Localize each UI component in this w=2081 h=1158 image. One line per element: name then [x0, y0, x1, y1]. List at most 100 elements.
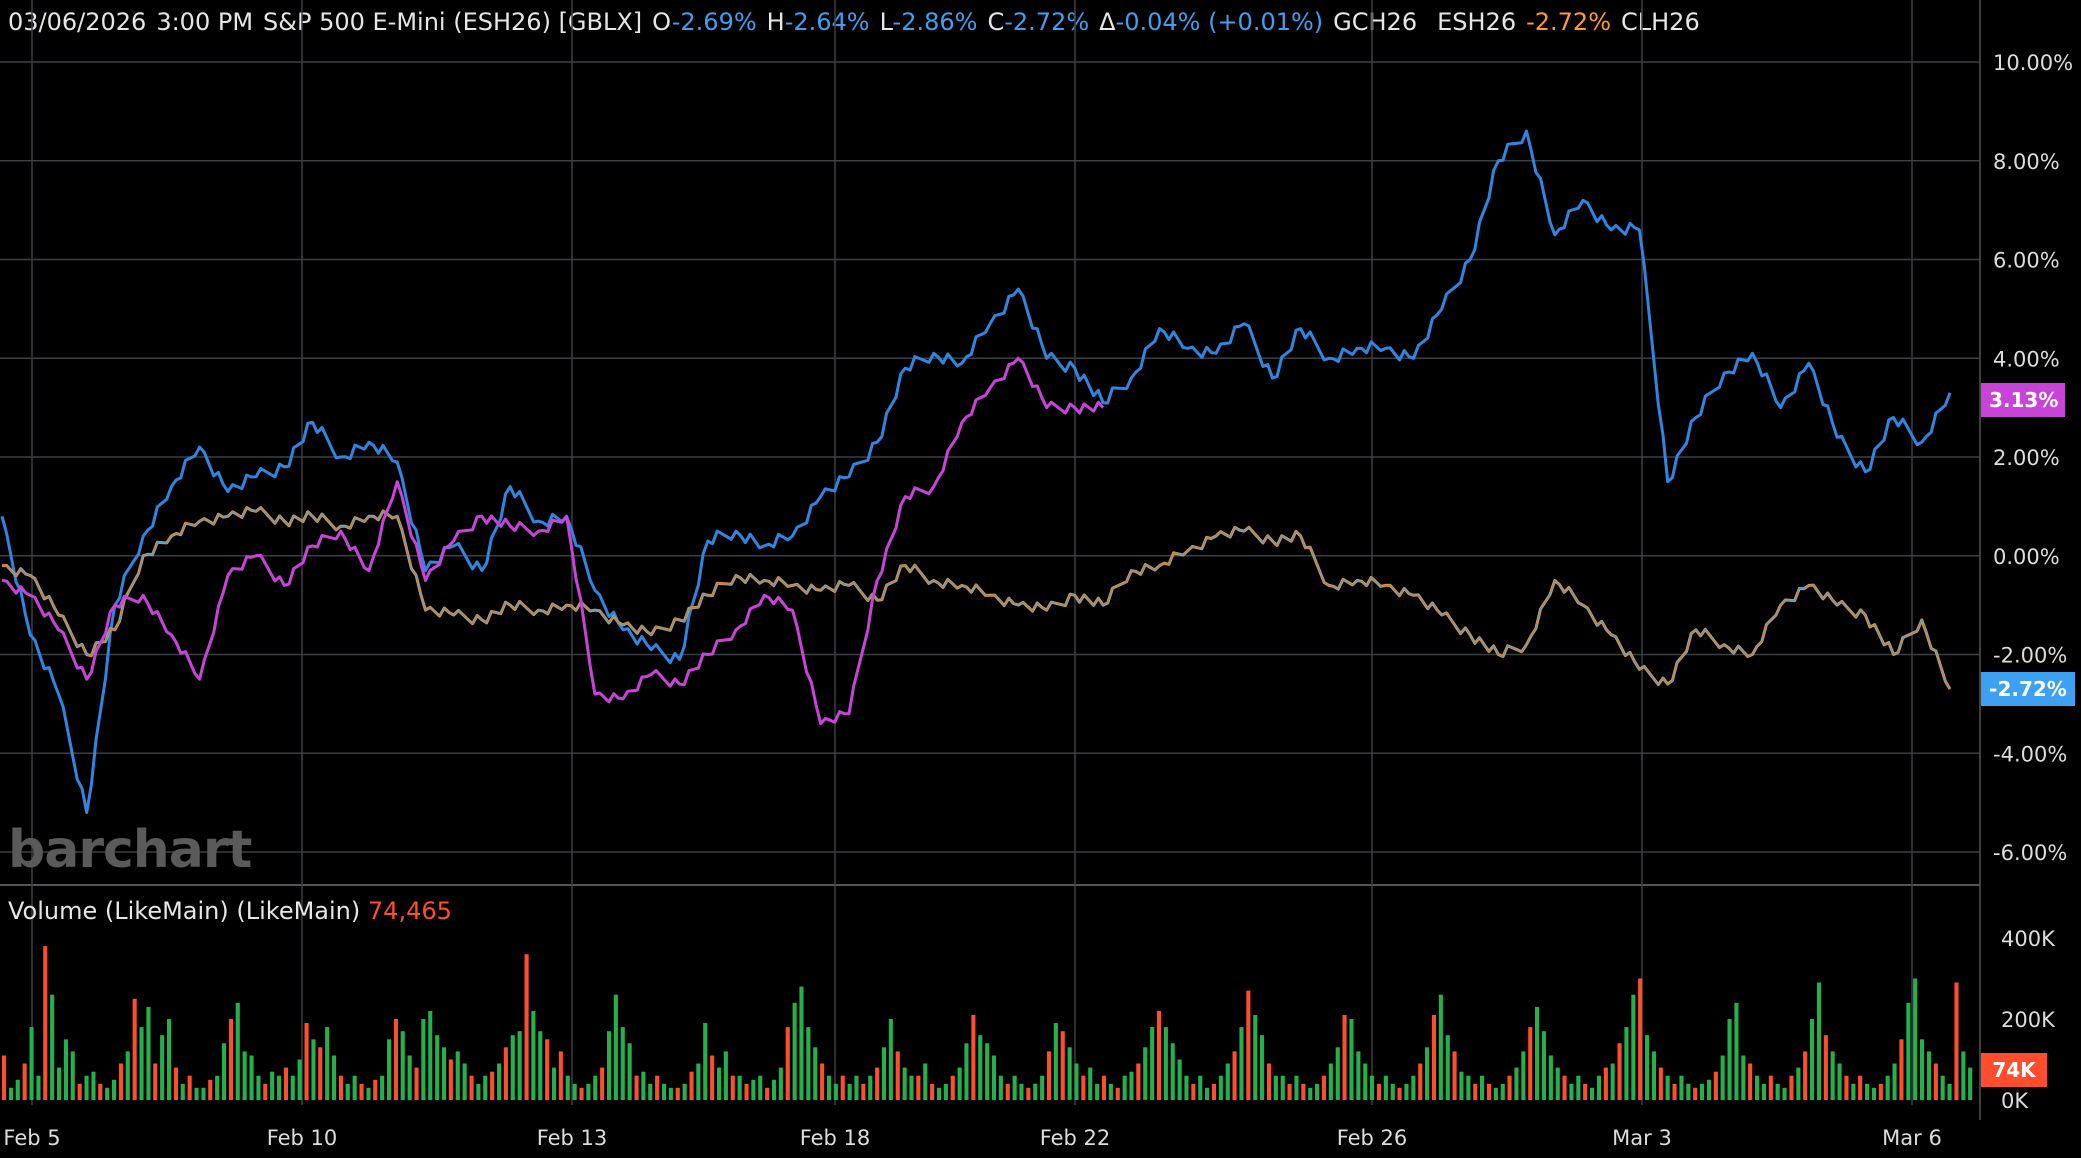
volume-bar — [503, 1047, 508, 1100]
volume-bar — [1899, 1039, 1904, 1101]
volume-bar — [180, 1083, 185, 1100]
volume-bar — [345, 1083, 350, 1100]
volume-bar — [1768, 1075, 1773, 1100]
volume-bar — [840, 1075, 845, 1100]
volume-bar — [1968, 1067, 1973, 1100]
volume-bar — [201, 1087, 206, 1100]
volume-bar — [655, 1075, 660, 1100]
volume-bar — [1555, 1067, 1560, 1100]
volume-bar — [228, 1019, 233, 1100]
volume-bar — [1163, 1027, 1168, 1100]
volume-bar — [772, 1079, 777, 1101]
volume-bar — [1583, 1083, 1588, 1100]
volume-bar — [1693, 1087, 1698, 1100]
volume-bar — [359, 1083, 364, 1100]
volume-bar — [1321, 1075, 1326, 1100]
volume-bar — [1940, 1075, 1945, 1100]
volume-bar — [881, 1047, 886, 1100]
volume-bar — [1535, 1006, 1540, 1100]
volume-bar — [1720, 1055, 1725, 1101]
header-symbol[interactable]: S&P 500 E-Mini (ESH26) [GBLX] — [263, 8, 643, 36]
volume-bar — [1748, 1063, 1753, 1100]
compare-clh26[interactable]: CLH26 — [1621, 8, 1700, 36]
series-gch26 — [0, 129, 1952, 814]
y-tick-label: 8.00% — [1993, 150, 2060, 174]
volume-bar — [187, 1075, 192, 1100]
volume-bar — [737, 1075, 742, 1100]
volume-bar — [63, 1039, 68, 1101]
volume-bar — [1486, 1083, 1491, 1100]
volume-bar — [1342, 1015, 1347, 1100]
volume-bar — [1122, 1075, 1127, 1100]
series-line-clh26 — [1, 356, 1105, 726]
volume-bar — [256, 1075, 261, 1100]
series-clh26 — [1, 356, 1105, 726]
volume-bar — [1150, 1027, 1155, 1100]
volume-bar — [1101, 1075, 1106, 1100]
volume-bar — [565, 1075, 570, 1100]
volume-bar — [1638, 978, 1643, 1100]
volume-bar — [1569, 1083, 1574, 1100]
volume-bar — [998, 1075, 1003, 1100]
volume-bar — [1012, 1075, 1017, 1100]
volume-bar — [895, 1051, 900, 1100]
volume-last-badge: 74K — [1981, 1053, 2047, 1087]
x-tick-label: Feb 22 — [1040, 1126, 1111, 1150]
volume-bar — [208, 1079, 213, 1101]
compare-esh26[interactable]: ESH26 — [1437, 8, 1517, 36]
volume-bar — [1040, 1075, 1045, 1100]
volume-bar — [1734, 1002, 1739, 1100]
volume-bar — [1136, 1063, 1141, 1100]
volume-bar — [1590, 1087, 1595, 1100]
volume-bar — [1115, 1087, 1120, 1100]
compare-gch26[interactable]: GCH26 — [1333, 8, 1418, 36]
volume-bar — [778, 1067, 783, 1100]
low-label: L — [879, 8, 893, 36]
volume-bar — [435, 1035, 440, 1100]
volume-bar — [1005, 1083, 1010, 1100]
y-tick-label: 4.00% — [1993, 347, 2060, 371]
volume-header: Volume (LikeMain) (LikeMain) 74,465 — [8, 896, 452, 926]
volume-bar — [1143, 1047, 1148, 1100]
volume-bar — [338, 1075, 343, 1100]
close-label: C — [987, 8, 1005, 36]
volume-bar — [1060, 1031, 1065, 1100]
volume-bar — [936, 1087, 941, 1100]
volume-bar — [1095, 1083, 1100, 1100]
volume-bar — [1679, 1075, 1684, 1100]
volume-value: 74,465 — [367, 897, 452, 925]
volume-bar — [352, 1075, 357, 1100]
volume-bar — [1816, 982, 1821, 1100]
y-tick-label: 6.00% — [1993, 249, 2060, 273]
y-tick-label: 2.00% — [1993, 446, 2060, 470]
high-value: -2.64% — [784, 8, 870, 36]
volume-bar — [510, 1035, 515, 1100]
volume-bar — [854, 1075, 859, 1100]
x-tick-label: Mar 6 — [1882, 1126, 1942, 1150]
volume-bar — [765, 1087, 770, 1100]
volume-bar — [634, 1075, 639, 1100]
volume-bar — [105, 1087, 110, 1100]
series-esh26 — [1, 506, 1952, 690]
volume-bar — [1246, 990, 1251, 1100]
volume-bar — [751, 1079, 756, 1101]
y-tick-label: -4.00% — [1993, 742, 2067, 766]
volume-bar — [1844, 1075, 1849, 1100]
volume-bar — [1672, 1083, 1677, 1100]
volume-bar — [1473, 1083, 1478, 1100]
volume-bar — [1961, 1051, 1966, 1100]
volume-bar — [332, 1055, 337, 1101]
volume-bar — [1727, 1019, 1732, 1100]
volume-bar — [318, 1047, 323, 1100]
volume-bar — [1452, 1051, 1457, 1100]
x-tick-label: Feb 5 — [3, 1126, 60, 1150]
volume-bar — [613, 994, 618, 1100]
volume-bar — [373, 1079, 378, 1101]
volume-bar — [985, 1043, 990, 1100]
volume-bar — [297, 1059, 302, 1100]
x-tick-label: Feb 18 — [800, 1126, 871, 1150]
volume-bar — [703, 1023, 708, 1100]
volume-bar — [1260, 1035, 1265, 1100]
volume-bar — [1301, 1083, 1306, 1100]
